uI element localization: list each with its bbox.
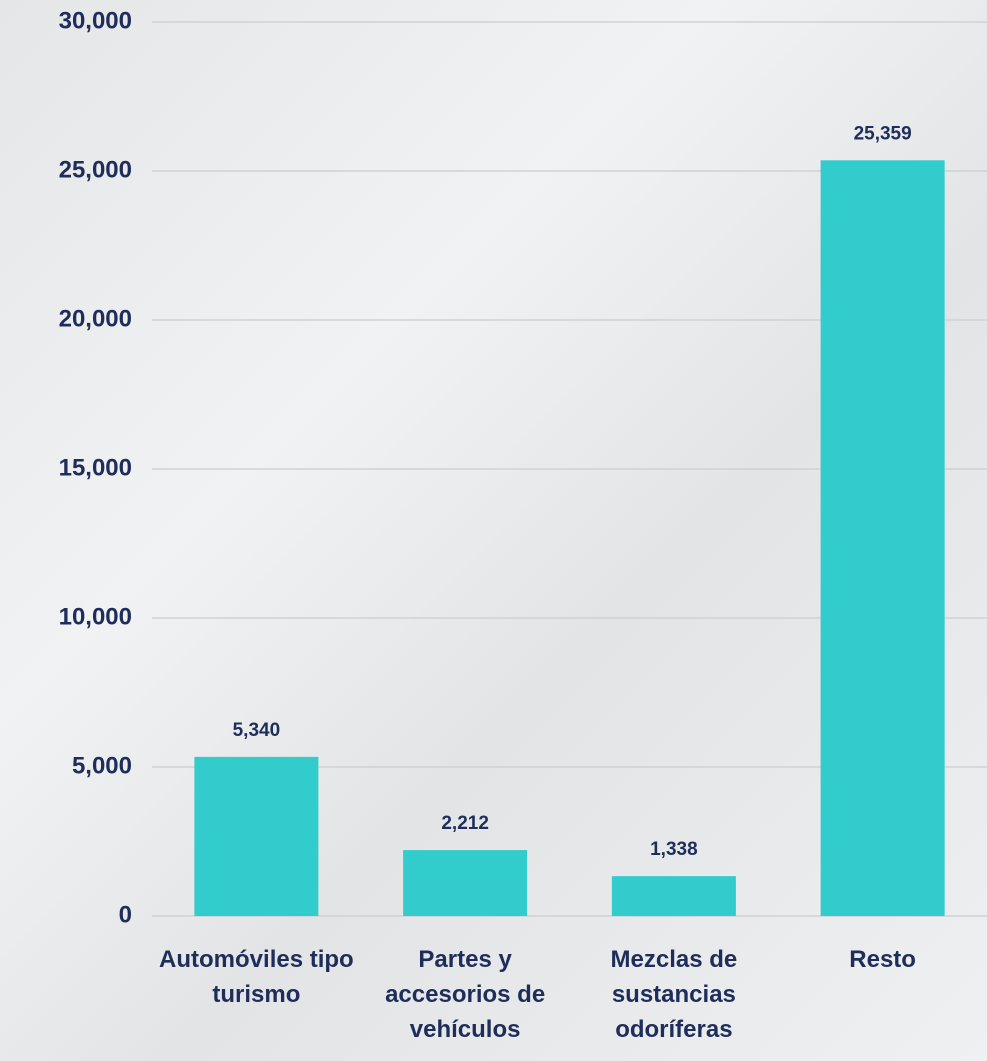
y-tick-label: 25,000 [59, 156, 132, 183]
value-label: 5,340 [233, 720, 281, 741]
bar [403, 850, 527, 916]
y-tick-label: 5,000 [72, 752, 132, 779]
y-tick-label: 30,000 [59, 7, 132, 34]
chart: 0 5,000 10,000 15,000 20,000 25,000 30,000 5,34… [0, 0, 987, 1061]
x-tick-label: Automóviles tipo turismo [156, 942, 356, 1012]
value-label: 1,338 [650, 839, 698, 860]
value-label: 25,359 [854, 123, 912, 144]
y-tick-label: 10,000 [59, 603, 132, 630]
y-tick-label: 20,000 [59, 305, 132, 332]
bar [612, 876, 736, 916]
page: 0 5,000 10,000 15,000 20,000 25,000 30,000 5,34… [0, 0, 987, 1061]
y-tick-label: 15,000 [59, 454, 132, 481]
bar [821, 160, 945, 916]
y-tick-label: 0 [119, 901, 132, 928]
x-tick-label: Resto [783, 942, 983, 977]
x-tick-label: Partes y accesorios de vehículos [365, 942, 565, 1047]
value-label: 2,212 [441, 813, 489, 834]
x-tick-label: Mezclas de sustancias odoríferas [574, 942, 774, 1047]
bar [194, 757, 318, 916]
